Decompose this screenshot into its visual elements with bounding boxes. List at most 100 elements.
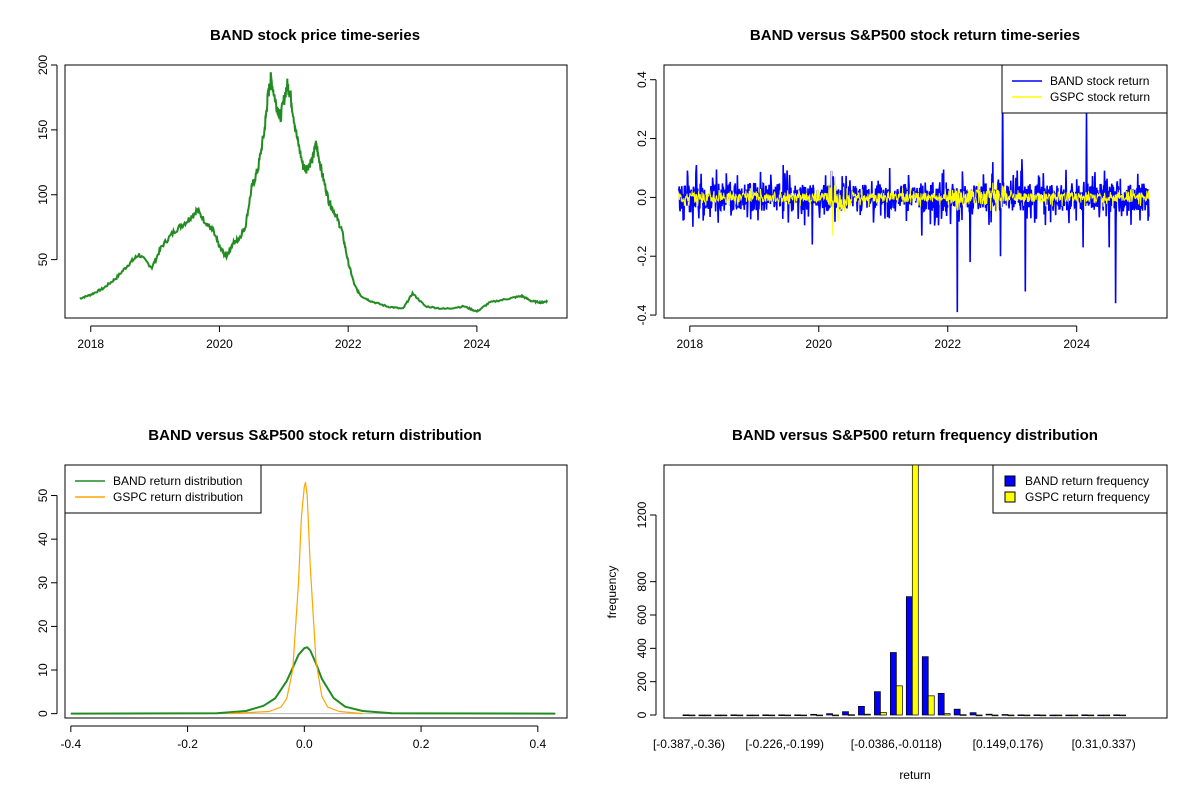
chart2-legend-label: GSPC stock return — [1050, 90, 1150, 104]
chart4-xtick-label: [-0.0386,-0.0118) — [851, 737, 942, 751]
chart2-frame — [663, 64, 1168, 319]
chart4-band-bar — [762, 714, 770, 716]
chart4-gspc-bar — [688, 714, 696, 717]
chart-return-frequency: 0 200 400 600 800 1200 [-0.387,-0.36) [-0.226,-… — [635, 464, 1168, 751]
chart4-gspc-bar — [1055, 714, 1063, 717]
chart4-band-bar — [826, 713, 833, 716]
chart4-ytick-label: 1200 — [635, 501, 649, 528]
chart4-legend-swatch — [1004, 491, 1016, 503]
chart3-title: BAND versus S&P500 stock return distribu… — [148, 427, 481, 444]
chart4-legend-swatch — [1004, 475, 1016, 487]
chart4-band-bar — [810, 713, 817, 716]
chart1-ytick-label: 50 — [36, 253, 50, 267]
chart4-gspc-bar — [1039, 714, 1047, 717]
chart3-ytick-label: 20 — [36, 619, 50, 633]
chart3-xtick-label: -0.4 — [60, 737, 81, 751]
chart4-legend-box — [992, 464, 1168, 514]
chart4-legend-label: GSPC return frequency — [1025, 490, 1150, 504]
chart3-xtick-label: -0.2 — [177, 737, 198, 751]
chart2-xtick-label: 2024 — [1063, 337, 1090, 351]
chart4-gspc-bar — [1119, 714, 1127, 717]
chart4-gspc-bar — [784, 714, 792, 717]
chart3-gspc-density-line — [228, 481, 363, 715]
chart4-xtick-label: [-0.226,-0.199) — [745, 737, 824, 751]
chart4-gspc-bar — [1103, 714, 1111, 717]
chart4-gspc-bar — [991, 714, 999, 717]
chart4-gspc-bar — [1007, 714, 1015, 717]
chart4-band-bar — [1001, 714, 1009, 716]
chart1-ytick-label: 150 — [36, 120, 50, 140]
chart4-band-bar — [1065, 714, 1073, 717]
chart4-gspc-bar — [975, 714, 983, 717]
chart4-xtick-label: [0.149,0.176) — [973, 737, 1044, 751]
chart4-band-bar — [730, 714, 738, 716]
chart1-xtick-label: 2024 — [464, 337, 491, 351]
chart4-ytick-label: 800 — [635, 571, 649, 591]
chart4-band-bar — [985, 713, 993, 716]
chart4-band-bar — [842, 711, 849, 716]
chart1-ytick-label: 200 — [36, 55, 50, 75]
chart4-ytick-label: 400 — [635, 638, 649, 658]
chart4-gspc-bar — [704, 714, 712, 717]
chart4-band-bar — [953, 708, 961, 716]
chart4-band-bar — [1113, 714, 1121, 716]
chart4-gspc-bar — [752, 714, 760, 717]
chart4-band-bar — [937, 692, 945, 716]
chart2-legend-box — [1001, 64, 1168, 114]
chart1-price-line — [79, 72, 548, 314]
chart4-gspc-bar — [959, 714, 967, 716]
chart4-band-bar — [682, 714, 690, 716]
chart4-ytick-label: 200 — [635, 671, 649, 691]
chart4-gspc-bar — [864, 713, 871, 716]
chart4-band-bar — [889, 652, 897, 716]
chart4-gspc-bar — [1023, 714, 1031, 717]
chart1-ytick-label: 100 — [36, 184, 50, 204]
chart4-gspc-bar — [832, 714, 839, 717]
chart4-band-bar — [905, 596, 913, 716]
chart2-ytick-label: 0.0 — [635, 189, 649, 206]
chart4-gspc-bar — [895, 685, 903, 716]
chart4-gspc-bar — [720, 714, 728, 717]
chart4-gspc-bar — [768, 714, 776, 717]
chart3-ytick-label: 30 — [36, 576, 50, 590]
chart4-band-bar — [969, 712, 977, 716]
chart4-xlabel: return — [899, 768, 930, 782]
chart4-xtick-label: [0.31,0.337) — [1072, 737, 1136, 751]
chart-price-timeseries: 2018 2020 2022 2024 50 100 150 200 — [36, 55, 568, 351]
chart3-ytick-label: 10 — [36, 663, 50, 677]
chart4-gspc-bar — [848, 714, 855, 716]
chart-return-distribution: -0.4 -0.2 0.0 0.2 0.4 0 10 20 30 40 50 BAND return … — [36, 464, 568, 751]
chart4-band-bar — [746, 714, 754, 717]
chart3-ytick-label: 0 — [36, 710, 50, 717]
chart3-xtick-label: 0.2 — [413, 737, 430, 751]
chart4-band-bar — [1033, 714, 1041, 716]
chart2-xtick-label: 2018 — [676, 337, 703, 351]
chart3-frame — [64, 464, 568, 719]
chart2-xtick-label: 2020 — [805, 337, 832, 351]
chart2-legend-label: BAND stock return — [1050, 74, 1149, 88]
chart4-band-bar — [1049, 714, 1057, 717]
chart4-band-bar — [698, 714, 706, 717]
chart4-gspc-bar — [816, 714, 823, 717]
chart4-xtick-label: [-0.387,-0.36) — [653, 737, 725, 751]
chart3-legend-label: GSPC return distribution — [113, 490, 243, 504]
chart2-ytick-label: -0.2 — [635, 246, 649, 267]
chart2-ytick-label: 0.4 — [635, 71, 649, 88]
chart1-xtick-label: 2020 — [206, 337, 233, 351]
chart4-gspc-bar — [1087, 714, 1095, 717]
chart4-band-bar — [921, 656, 929, 716]
chart3-legend-label: BAND return distribution — [113, 474, 242, 488]
chart4-gspc-bar — [1071, 714, 1079, 717]
chart4-title: BAND versus S&P500 return frequency dist… — [732, 427, 1098, 444]
chart4-gspc-bar — [800, 714, 808, 717]
chart2-xtick-label: 2022 — [934, 337, 961, 351]
chart3-xtick-label: 0.0 — [296, 737, 313, 751]
chart4-band-bar — [1017, 714, 1025, 716]
chart3-ytick-label: 50 — [36, 489, 50, 503]
chart4-band-bar — [874, 691, 881, 716]
chart4-ytick-label: 0 — [635, 711, 649, 718]
chart4-band-bar — [1097, 714, 1105, 717]
chart3-ytick-label: 40 — [36, 532, 50, 546]
chart1-xtick-label: 2022 — [335, 337, 362, 351]
